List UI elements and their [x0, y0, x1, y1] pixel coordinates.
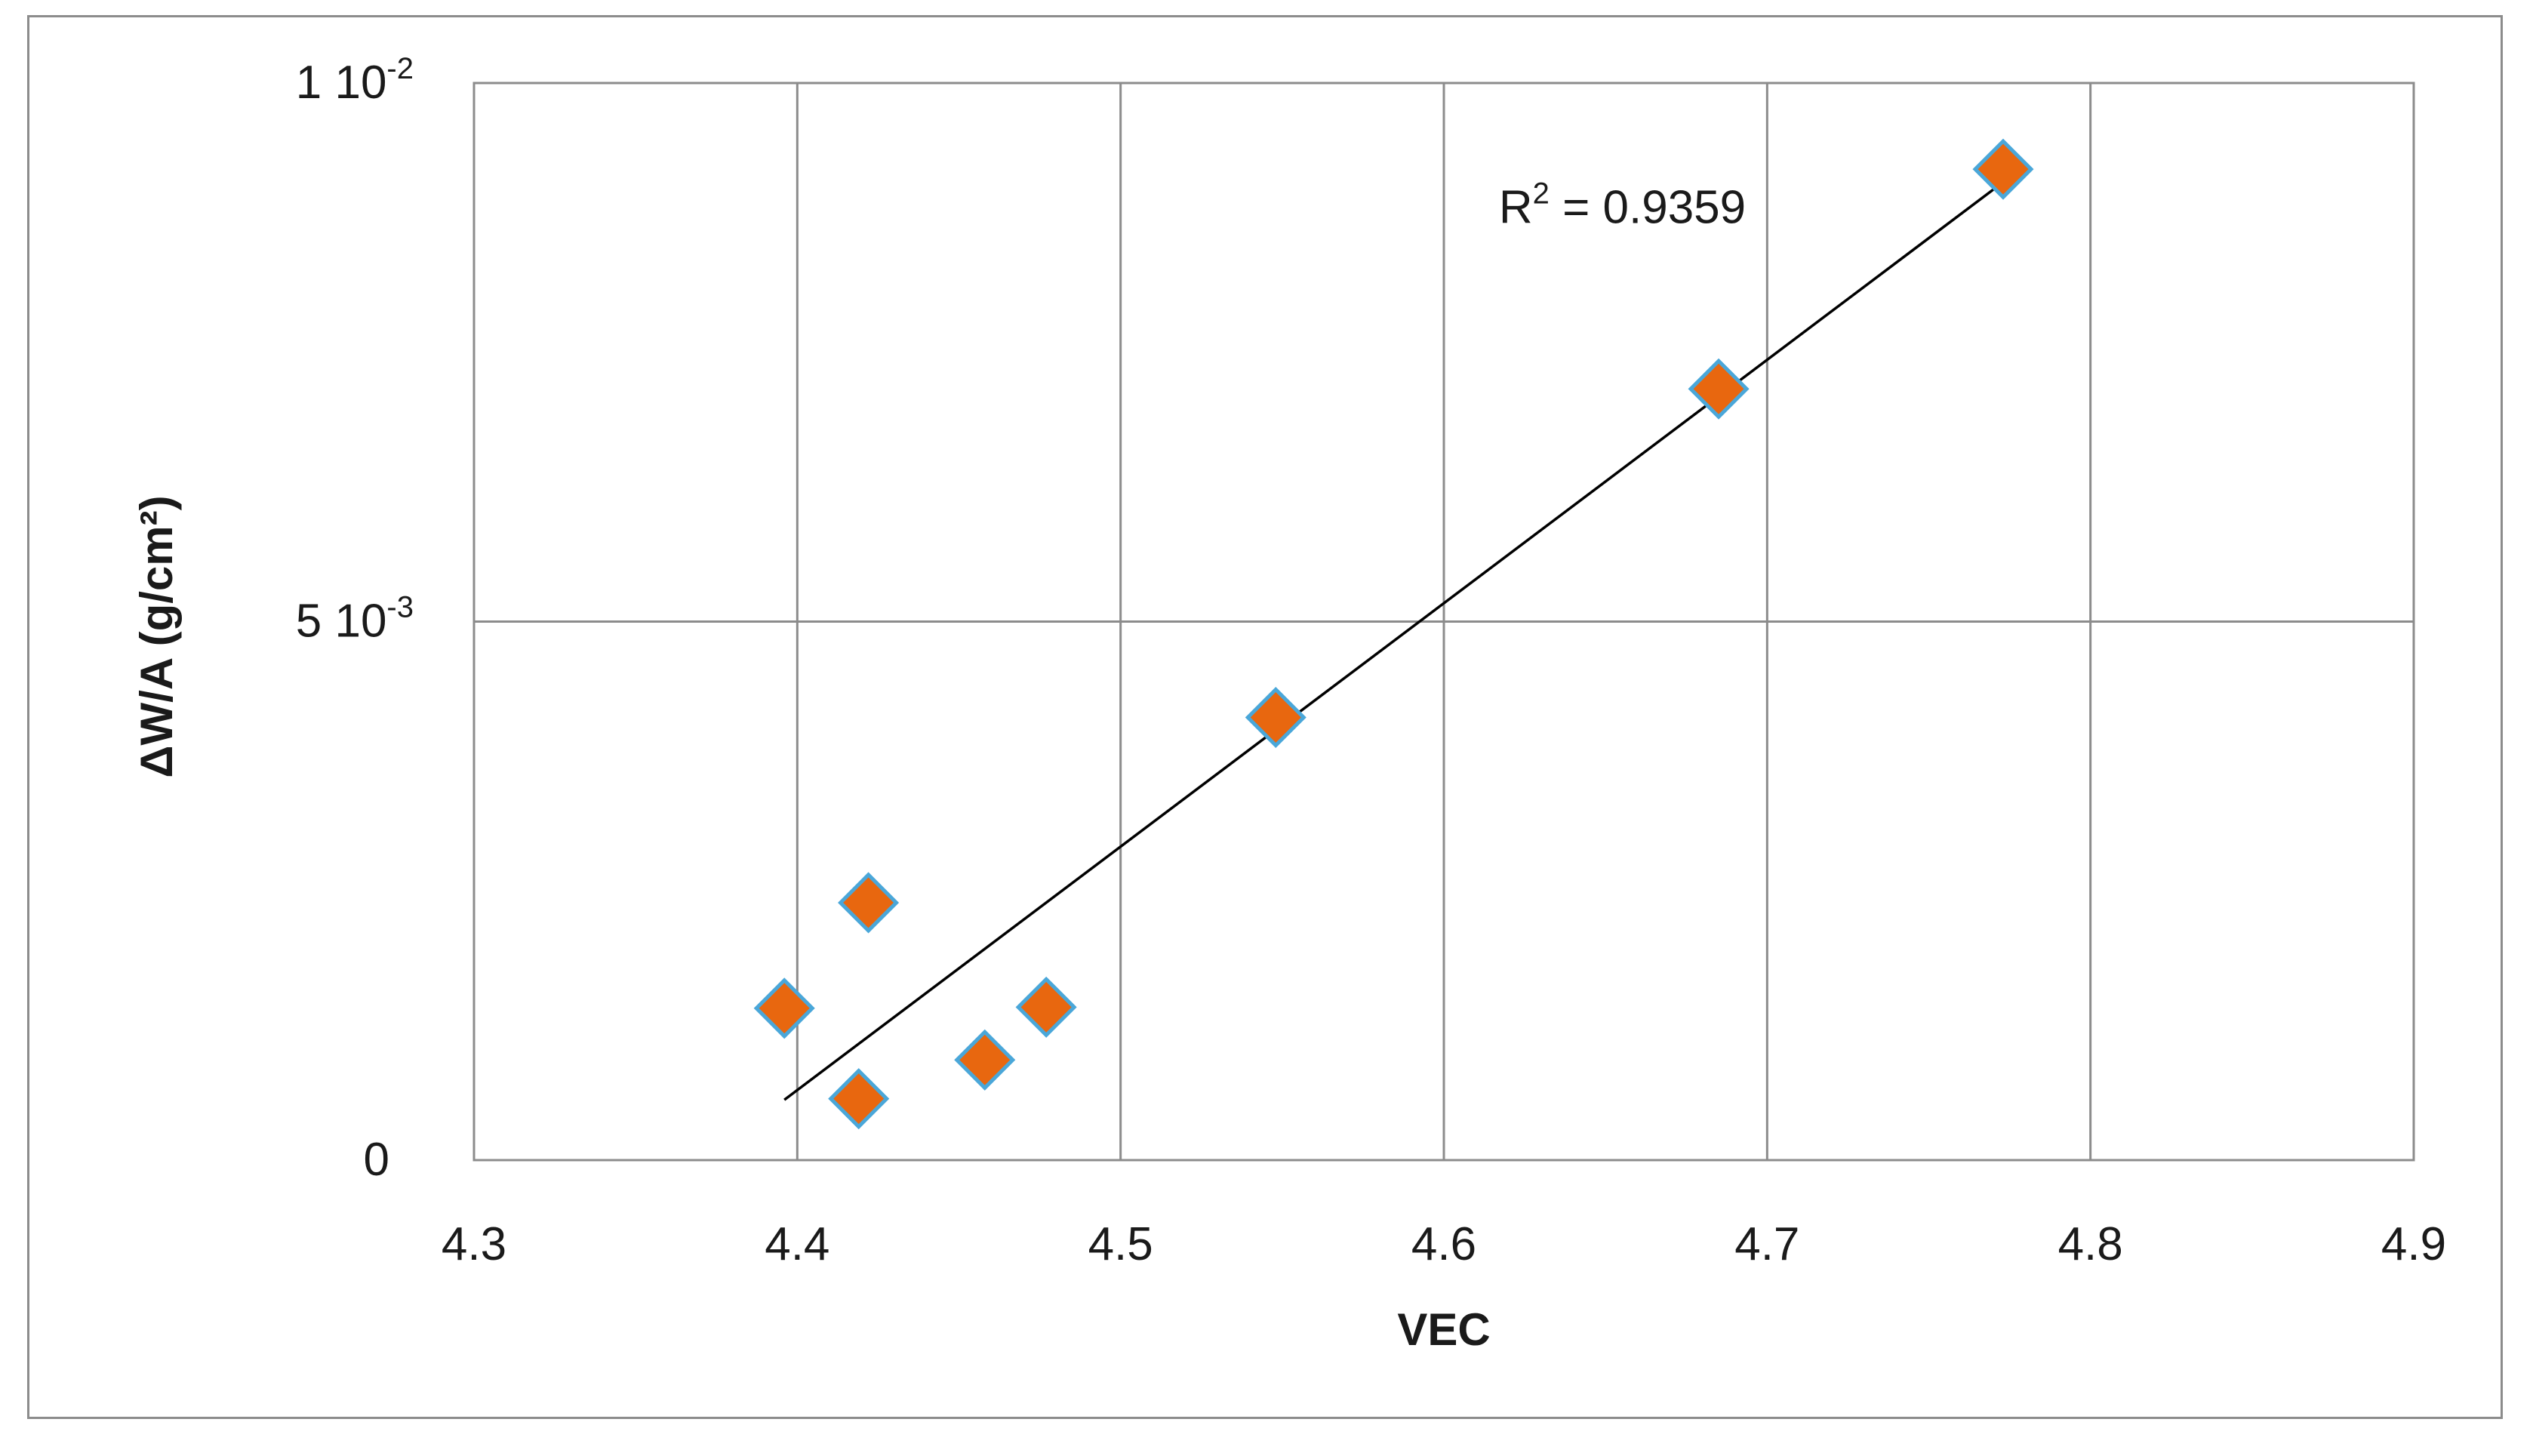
- y-tick-label: 1 10-2: [296, 52, 414, 109]
- x-tick-label: 4.7: [1734, 1218, 1799, 1270]
- data-point: [1688, 358, 1750, 420]
- x-tick-label: 4.8: [2058, 1218, 2123, 1270]
- data-points: [753, 138, 2034, 1130]
- x-tick-label: 4.9: [2381, 1218, 2446, 1270]
- x-tick-label: 4.4: [765, 1218, 829, 1270]
- r-squared-value: = 0.9359: [1550, 182, 1746, 234]
- x-axis-title: VEC: [1397, 1304, 1490, 1355]
- trendline: [783, 180, 2005, 1101]
- x-tick-label: 4.3: [442, 1218, 506, 1270]
- data-point: [1245, 686, 1306, 749]
- data-point: [828, 1068, 890, 1130]
- trendline-layer: [783, 180, 2005, 1101]
- data-point: [1015, 976, 1077, 1038]
- r-squared-superscript: 2: [1533, 177, 1550, 211]
- data-point: [753, 977, 815, 1039]
- x-tick-label: 4.5: [1088, 1218, 1153, 1270]
- data-point: [838, 872, 900, 934]
- y-tick-exponent: -2: [386, 52, 414, 85]
- plot-area-border: [472, 82, 2415, 1162]
- x-tick-label: 4.6: [1411, 1218, 1476, 1270]
- r-squared-annotation: R2 = 0.9359: [1499, 177, 1746, 234]
- y-tick-label: 5 10-3: [296, 591, 414, 648]
- r-squared-prefix: R: [1499, 182, 1533, 234]
- y-axis-title: ΔW/A (g/cm²): [131, 495, 182, 777]
- data-point: [1972, 138, 2034, 200]
- data-point: [954, 1029, 1016, 1091]
- y-tick-label: 0: [364, 1134, 389, 1186]
- tick-labels: 4.3 4.4 4.5 4.6 4.7 4.8 4.9 0 5 10-3 1 10-2: [296, 52, 2446, 1270]
- y-tick-exponent: -3: [386, 591, 414, 624]
